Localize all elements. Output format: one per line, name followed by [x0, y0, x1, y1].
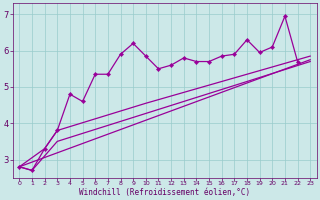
X-axis label: Windchill (Refroidissement éolien,°C): Windchill (Refroidissement éolien,°C)	[79, 188, 250, 197]
